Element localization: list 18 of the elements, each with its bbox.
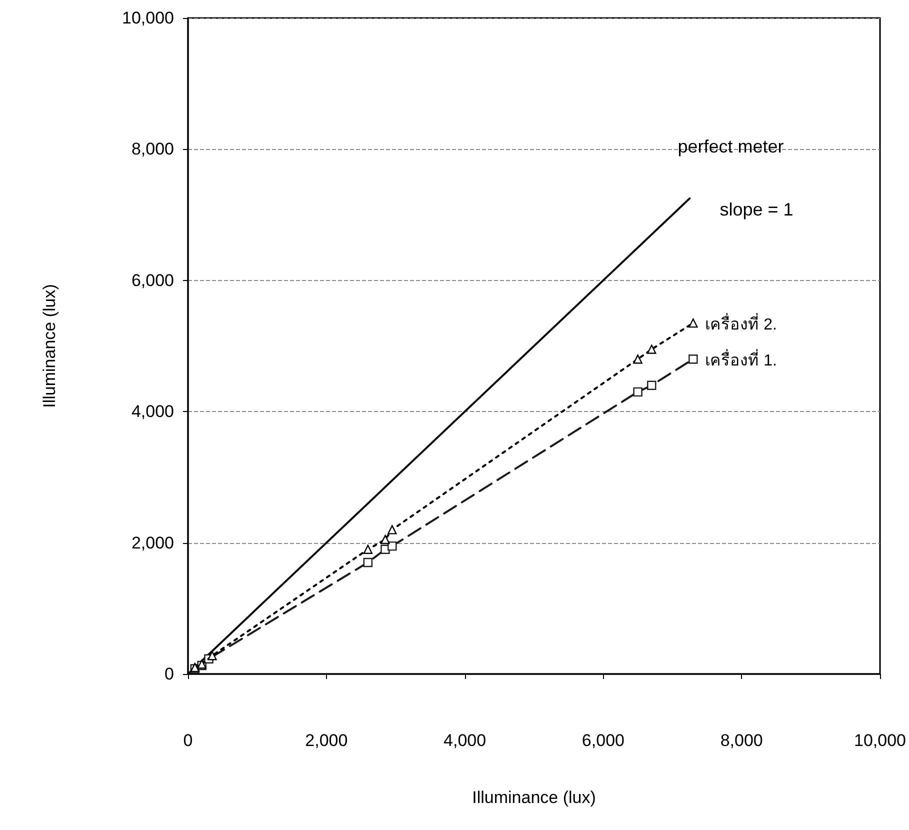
y-tick-label: 4,000 [131,402,174,422]
y-axis-title: Illuminance (lux) [40,284,59,408]
series-label: เครื่องที่ 1. [705,348,777,370]
annotation: slope = 1 [720,199,794,220]
y-tick-label: 10,000 [122,8,174,28]
x-tick-label: 10,000 [854,731,906,750]
y-tick-label: 6,000 [131,270,174,290]
y-tick-label: 0 [164,664,174,684]
x-tick-label: 0 [183,731,193,750]
text: perfect meter [678,136,784,156]
y-tick-label: 8,000 [131,140,174,159]
series-label: เครื่องที่ 2. [705,312,777,334]
x-tick-label: 8,000 [720,731,763,750]
x-axis-title: Illuminance (lux) [472,788,596,807]
x-tick-label: 4,000 [444,731,486,750]
y-tick-label: 2,000 [131,533,174,552]
x-tick-label: 6,000 [582,731,624,750]
x-tick-label: 2,000 [305,731,348,750]
